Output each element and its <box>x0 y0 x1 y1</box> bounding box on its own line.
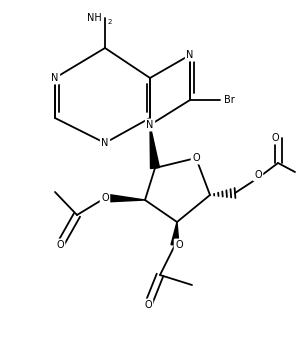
Polygon shape <box>105 194 145 202</box>
Text: O: O <box>254 170 262 180</box>
Text: NH: NH <box>87 13 102 23</box>
Text: O: O <box>56 240 64 250</box>
Polygon shape <box>150 125 159 169</box>
Text: O: O <box>271 133 279 143</box>
Text: N: N <box>186 50 194 60</box>
Text: O: O <box>192 153 200 163</box>
Text: 2: 2 <box>108 19 112 25</box>
Text: O: O <box>175 240 183 250</box>
Text: N: N <box>51 73 59 83</box>
Text: O: O <box>101 193 109 203</box>
Text: Br: Br <box>224 95 235 105</box>
Polygon shape <box>171 222 179 245</box>
Text: O: O <box>144 300 152 310</box>
Text: N: N <box>146 120 154 130</box>
Text: N: N <box>101 138 109 148</box>
